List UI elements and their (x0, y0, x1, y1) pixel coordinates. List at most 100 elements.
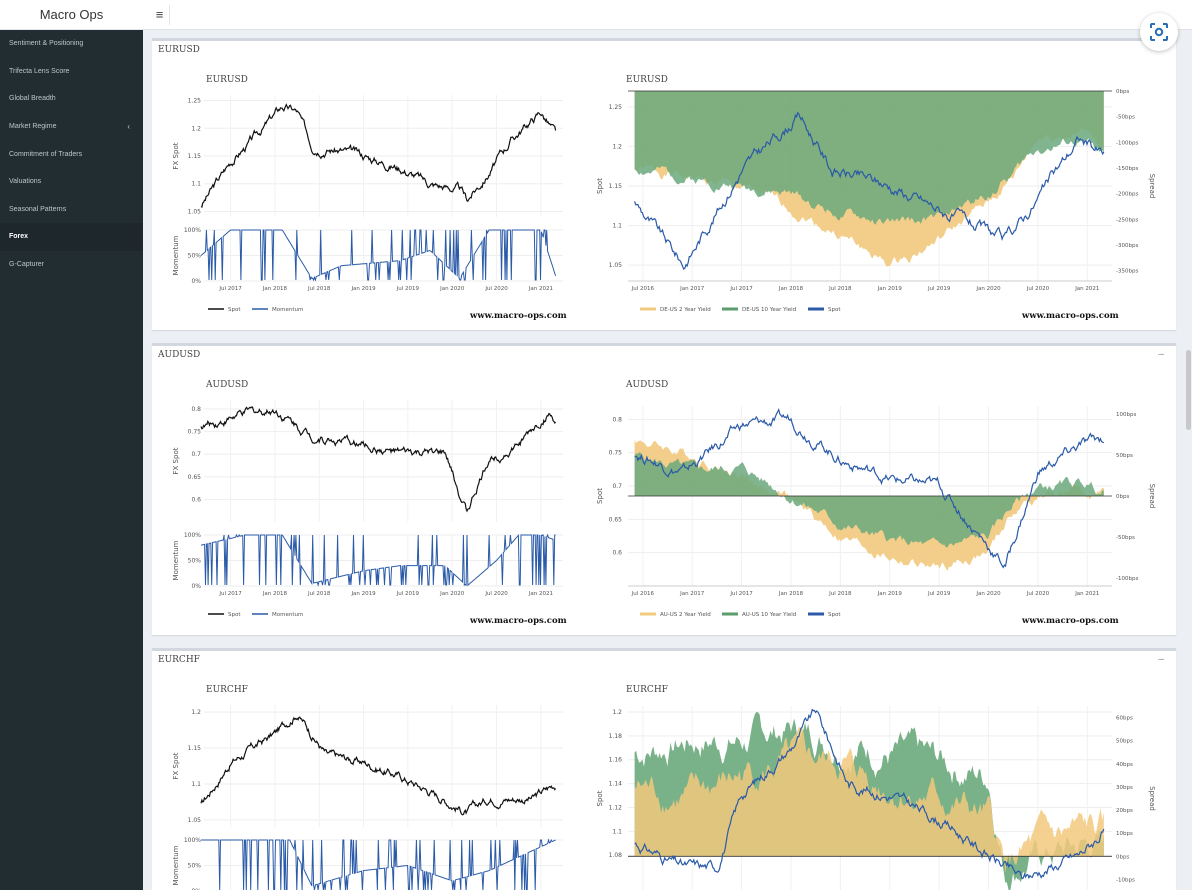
watermark: www.macro-ops.com (470, 311, 567, 321)
tick-label: 100% (184, 532, 201, 539)
watermark: www.macro-ops.com (470, 616, 567, 626)
sidebar: Sentiment & Positioning Trifecta Lens Sc… (0, 30, 143, 890)
tick-label: 1.25 (609, 104, 623, 111)
tick-label: 1.2 (191, 125, 201, 132)
tick-label: Jul 2018 (307, 286, 331, 292)
tick-label: 1.14 (609, 781, 623, 788)
tick-label: 1.05 (188, 817, 202, 824)
sidebar-item-forex[interactable]: Forex (0, 223, 143, 251)
legend-label: Spot (228, 307, 241, 313)
sidebar-item-label: Market Regime (9, 123, 57, 131)
sidebar-item-regime[interactable]: Market Regime ‹ (0, 113, 143, 141)
tick-label: Jul 2017 (729, 286, 753, 292)
tick-label: Jan 2018 (262, 591, 288, 597)
screenshot-icon[interactable] (1140, 13, 1178, 51)
tick-label: 1.18 (609, 733, 623, 740)
y2-tick-label: 20bps (1116, 808, 1133, 814)
y2-axis-label: Spread (1148, 174, 1156, 199)
y2-tick-label: 0bps (1116, 89, 1129, 95)
tick-label: 1.2 (191, 709, 201, 716)
spot-series-line (634, 111, 1105, 270)
tick-label: 1.1 (191, 781, 201, 788)
y-axis-label: FX Spot (172, 447, 180, 474)
tick-label: Jan 2018 (262, 286, 288, 292)
right-chart: 1.2 1.18 1.16 1.14 1.12 1.1 1.08 60bps 50bps 40bp… (596, 706, 1156, 890)
tick-label: 1.1 (612, 828, 622, 835)
tick-label: Jan 2017 (679, 591, 705, 597)
tick-label: Jul 2017 (218, 591, 242, 597)
sidebar-item-sentiment[interactable]: Sentiment & Positioning (0, 30, 143, 58)
tick-label: Jul 2020 (484, 591, 508, 597)
legend-label: AU-US 10 Year Yield (742, 612, 796, 618)
spot-series-line (634, 708, 1105, 880)
tick-label: Jan 2020 (975, 591, 1001, 597)
y2-tick-label: -50bps (1116, 535, 1135, 541)
chart-title: EURUSD (626, 75, 668, 85)
tick-label: Jul 2017 (729, 591, 753, 597)
tick-label: 1.05 (188, 208, 202, 215)
left-chart: 1.2 1.15 1.1 1.05 0% 50% 100% FX Spot Momentum (172, 705, 563, 890)
tick-label: 0.75 (188, 429, 202, 436)
tick-label: 0.7 (612, 483, 622, 490)
tick-label: Jul 2016 (631, 591, 655, 597)
tick-label: 0.6 (612, 550, 622, 557)
spot-series-line (200, 103, 557, 208)
panel-audusd: AUDUSD – AUDUSD 0.8 0.75 0.7 0.65 0.6 0% 50% 100… (152, 343, 1176, 635)
legend-label: Spot (828, 612, 841, 618)
right-chart: 1.25 1.2 1.15 1.1 1.05 0bps -50bps -100bps -150b… (596, 89, 1156, 313)
chart-title: EURCHF (626, 685, 668, 695)
sidebar-item-label: Trifecta Lens Score (9, 67, 70, 75)
spread-area-2 (634, 726, 1104, 873)
tick-label: 1.12 (609, 804, 623, 811)
panel-title: EURUSD (158, 45, 200, 55)
tick-label: Jan 2018 (778, 591, 804, 597)
legend-label: DE-US 10 Year Yield (742, 307, 796, 313)
sidebar-item-gcapturer[interactable]: G-Capturer (0, 251, 143, 279)
collapse-button[interactable]: – (1158, 654, 1164, 665)
sidebar-item-label: G-Capturer (9, 261, 45, 269)
tick-label: Jul 2020 (484, 286, 508, 292)
tick-label: Jul 2018 (828, 591, 852, 597)
app-title[interactable]: Macro Ops (0, 0, 143, 30)
page-scrollbar[interactable] (1186, 350, 1191, 430)
y2-tick-label: 100bps (1116, 412, 1136, 418)
tick-label: 0.8 (612, 416, 622, 423)
sidebar-item-trifecta[interactable]: Trifecta Lens Score (0, 58, 143, 86)
sidebar-item-label: Commitment of Traders (9, 150, 83, 158)
tick-label: Jul 2019 (927, 591, 951, 597)
tick-label: Jan 2021 (1074, 591, 1099, 597)
tick-label: 1.2 (612, 709, 622, 716)
y-axis-label: Spot (596, 178, 604, 194)
y2-tick-label: 10bps (1116, 831, 1133, 837)
tick-label: 0% (191, 583, 201, 590)
y-axis-label: Momentum (172, 845, 180, 885)
right-chart: 0.8 0.75 0.7 0.65 0.6 100bps 50bps 0bps -50bps -1… (596, 406, 1156, 618)
y2-tick-label: -200bps (1116, 192, 1138, 198)
left-chart: 0.8 0.75 0.7 0.65 0.6 0% 50% 100% Jul 2017 Jan 20… (172, 400, 563, 618)
y2-tick-label: -350bps (1116, 269, 1138, 275)
hamburger-icon[interactable]: ≡ (150, 5, 170, 25)
collapse-button[interactable]: – (1158, 349, 1164, 360)
sidebar-item-valuations[interactable]: Valuations (0, 168, 143, 196)
tick-label: Jul 2019 (927, 286, 951, 292)
y2-tick-label: 30bps (1116, 785, 1133, 791)
panel-eurchf: EURCHF – EURCHF 1.2 1.15 1.1 1.05 0% 50% 100% FX… (152, 648, 1176, 890)
y2-tick-label: -10bps (1116, 877, 1135, 883)
sidebar-item-breadth[interactable]: Global Breadth (0, 85, 143, 113)
tick-label: 1.15 (188, 153, 202, 160)
momentum-series-line (200, 229, 557, 282)
y2-tick-label: 40bps (1116, 762, 1133, 768)
tick-label: 0.7 (191, 451, 201, 458)
tick-label: Jul 2016 (631, 286, 655, 292)
sidebar-item-seasonal[interactable]: Seasonal Patterns (0, 196, 143, 224)
tick-label: 1.15 (188, 745, 202, 752)
tick-label: 50% (188, 253, 202, 260)
y-axis-label: Momentum (172, 540, 180, 580)
tick-label: 0.8 (191, 406, 201, 413)
tick-label: 0.75 (609, 450, 623, 457)
chart-title: AUDUSD (626, 380, 669, 390)
legend-label: Spot (828, 307, 841, 313)
sidebar-item-cot[interactable]: Commitment of Traders (0, 140, 143, 168)
tick-label: 1.08 (609, 852, 623, 859)
tick-label: Jul 2019 (396, 286, 420, 292)
